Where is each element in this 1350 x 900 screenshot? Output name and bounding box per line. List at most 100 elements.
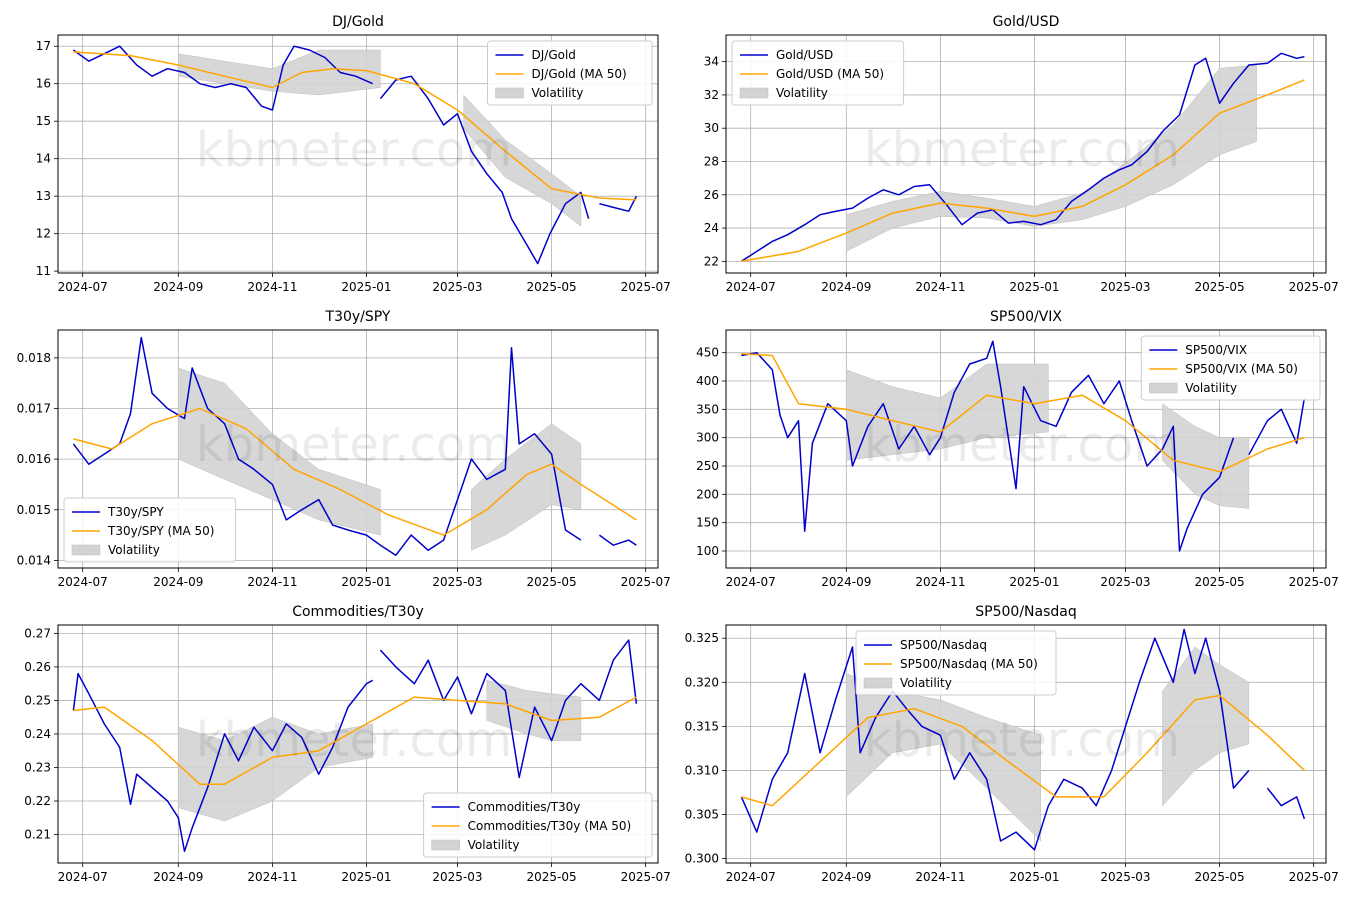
watermark-text: kbmeter.com <box>864 712 1180 768</box>
chart-panel-2: 2024-07 2024-09 2024-11 2025-01 2025-03 2025-… <box>704 14 1339 294</box>
y-tick-label: 16 <box>36 77 51 91</box>
volatility-band <box>178 367 381 536</box>
y-tick-label: 300 <box>696 431 719 445</box>
y-tick-label: 0.016 <box>17 452 51 466</box>
legend-label: Commodities/T30y (MA 50) <box>468 819 632 833</box>
y-tick-label: 0.015 <box>17 503 51 517</box>
x-tick-label: 2025-01 <box>341 575 391 589</box>
legend-box <box>1140 335 1321 401</box>
y-tick-label: 0.014 <box>17 553 51 567</box>
watermark-text: kbmeter.com <box>864 122 1180 178</box>
legend-label: Commodities/T30y <box>468 800 581 814</box>
watermark-text: kbmeter.com <box>864 417 1180 473</box>
watermark-text: kbmeter.com <box>196 712 512 768</box>
legend-label: SP500/VIX <box>1185 343 1247 357</box>
legend-label: DJ/Gold <box>532 48 576 62</box>
x-tick-label: 2024-09 <box>153 870 203 884</box>
x-tick-label: 2024-11 <box>915 280 965 294</box>
legend-label: Volatility <box>468 838 520 852</box>
axes-frame <box>725 34 1327 274</box>
x-tick-label: 2025-03 <box>432 575 482 589</box>
y-tick-label: 28 <box>704 154 719 168</box>
y-tick-label: 24 <box>704 221 719 235</box>
legend-label: SP500/Nasdaq <box>900 638 987 652</box>
legend-volatility-swatch <box>863 677 893 689</box>
legend-box <box>423 792 653 858</box>
legend-volatility-swatch <box>431 839 460 851</box>
legend-volatility-swatch <box>739 87 769 99</box>
y-tick-label: 350 <box>696 402 719 416</box>
y-tick-label: 250 <box>696 459 719 473</box>
plot-area <box>740 628 1306 851</box>
moving-average-line <box>741 353 1305 473</box>
legend-box <box>487 40 653 106</box>
volatility-band <box>1162 403 1250 509</box>
y-tick-label: 0.018 <box>17 351 51 365</box>
x-tick-label: 2024-11 <box>247 575 297 589</box>
legend-label: SP500/Nasdaq (MA 50) <box>900 657 1038 671</box>
x-tick-label: 2025-03 <box>432 870 482 884</box>
x-tick-label: 2024-09 <box>153 280 203 294</box>
x-tick-label: 2025-07 <box>1289 280 1339 294</box>
main-series-line <box>741 340 1306 552</box>
chart-panel-1: 2024-07 2024-09 2024-11 2025-01 2025-03 2025-… <box>36 14 671 294</box>
plot-area <box>740 52 1305 263</box>
axes-frame <box>57 624 659 864</box>
chart-panel-6: 2024-07 2024-09 2024-11 2025-01 2025-03 2025-… <box>685 604 1339 884</box>
x-tick-label: 2025-07 <box>621 575 671 589</box>
x-tick-label: 2024-11 <box>915 870 965 884</box>
x-tick-label: 2025-01 <box>1009 870 1059 884</box>
y-tick-label: 400 <box>696 374 719 388</box>
axes-frame <box>57 329 659 569</box>
main-series-line <box>740 628 1306 851</box>
legend: Gold/USD Gold/USD (MA 50) Volatility <box>731 40 905 106</box>
x-tick-label: 2024-09 <box>821 280 871 294</box>
y-tick-label: 0.325 <box>685 631 719 645</box>
x-tick-label: 2025-07 <box>1289 870 1339 884</box>
x-tick-label: 2025-05 <box>527 870 577 884</box>
x-tick-label: 2025-03 <box>1100 575 1150 589</box>
legend-label: Volatility <box>1185 381 1237 395</box>
plot-area <box>72 639 638 853</box>
volatility-band <box>471 423 582 551</box>
legend-label: DJ/Gold (MA 50) <box>532 67 627 81</box>
y-tick-label: 0.21 <box>24 828 51 842</box>
moving-average-line <box>741 694 1305 807</box>
x-tick-label: 2024-07 <box>58 575 108 589</box>
moving-average-line <box>741 79 1305 263</box>
x-tick-label: 2025-07 <box>1289 575 1339 589</box>
legend-label: T30y/SPY <box>107 505 164 519</box>
volatility-band <box>178 716 373 822</box>
chart-panel-4: 2024-07 2024-09 2024-11 2025-01 2025-03 2025-… <box>696 309 1339 589</box>
main-series-line <box>72 336 637 557</box>
x-tick-label: 2025-05 <box>1195 870 1245 884</box>
legend-label: Volatility <box>776 86 828 100</box>
chart-title: Commodities/T30y <box>292 604 424 620</box>
y-tick-label: 0.300 <box>685 852 719 866</box>
legend-label: Volatility <box>532 86 584 100</box>
x-tick-label: 2025-03 <box>1100 280 1150 294</box>
main-series-line <box>740 52 1305 262</box>
y-tick-label: 12 <box>36 227 51 241</box>
legend-label: SP500/VIX (MA 50) <box>1185 362 1298 376</box>
y-tick-label: 0.310 <box>685 763 719 777</box>
y-tick-label: 0.320 <box>685 675 719 689</box>
y-tick-label: 0.27 <box>24 626 51 640</box>
y-tick-label: 0.25 <box>24 693 51 707</box>
plot-area <box>72 45 638 265</box>
chart-title: DJ/Gold <box>332 14 384 30</box>
volatility-band <box>1162 646 1250 807</box>
y-tick-label: 0.315 <box>685 719 719 733</box>
legend: SP500/Nasdaq SP500/Nasdaq (MA 50) Volatili… <box>855 630 1057 696</box>
legend: T30y/SPY T30y/SPY (MA 50) Volatility <box>63 497 237 563</box>
watermark-text: kbmeter.com <box>196 417 512 473</box>
x-tick-label: 2025-01 <box>341 280 391 294</box>
x-tick-label: 2025-07 <box>621 280 671 294</box>
x-tick-label: 2024-09 <box>821 870 871 884</box>
legend-box <box>855 630 1057 696</box>
y-tick-label: 22 <box>704 254 719 268</box>
y-tick-label: 150 <box>696 516 719 530</box>
x-tick-label: 2025-05 <box>527 575 577 589</box>
y-tick-label: 450 <box>696 346 719 360</box>
